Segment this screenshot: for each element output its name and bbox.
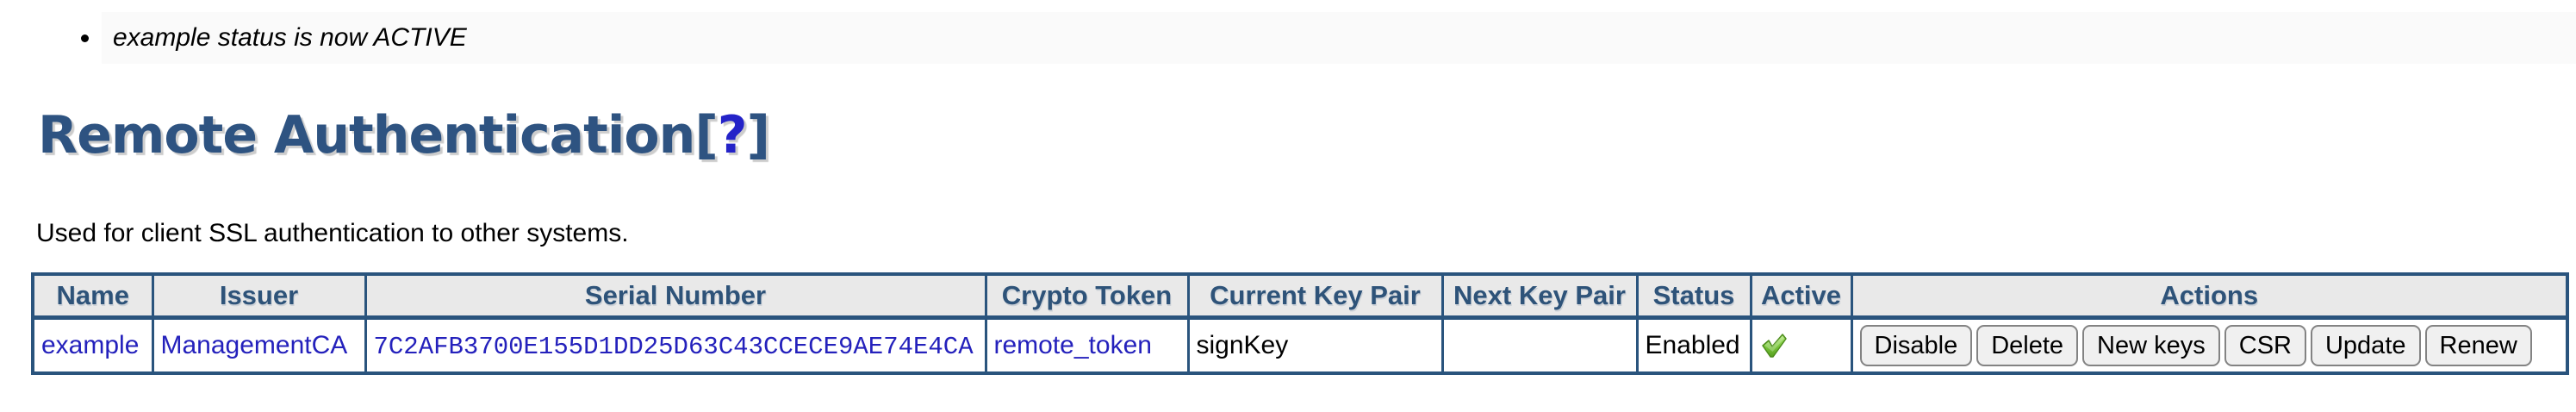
auth-key-bindings-table: Name Issuer Serial Number Crypto Token C… xyxy=(31,272,2569,375)
cell-name: example xyxy=(31,316,154,375)
col-header-actions: Actions xyxy=(1850,272,2569,320)
cell-status: Enabled xyxy=(1635,316,1752,375)
cell-serial-number: 7C2AFB3700E155D1DD25D63C43CCECE9AE74E4CA xyxy=(364,316,987,375)
col-header-serial-number: Serial Number xyxy=(364,272,987,320)
binding-name-link[interactable]: example xyxy=(41,331,140,359)
help-bracket-open: [ xyxy=(694,105,718,165)
col-header-next-key-pair: Next Key Pair xyxy=(1440,272,1639,320)
disable-button[interactable]: Disable xyxy=(1859,325,1973,366)
help-link[interactable]: ? xyxy=(717,105,748,165)
table-header-row: Name Issuer Serial Number Crypto Token C… xyxy=(31,272,2569,320)
renew-button[interactable]: Renew xyxy=(2424,325,2532,366)
cell-active xyxy=(1749,316,1853,375)
col-header-name: Name xyxy=(31,272,154,320)
status-message-list: example status is now ACTIVE xyxy=(0,12,2576,64)
col-header-status: Status xyxy=(1635,272,1752,320)
cell-current-key-pair: signKey xyxy=(1186,316,1444,375)
col-header-issuer: Issuer xyxy=(151,272,367,320)
page-title-text: Remote Authentication xyxy=(38,105,695,165)
col-header-current-key-pair: Current Key Pair xyxy=(1186,272,1444,320)
cell-next-key-pair xyxy=(1440,316,1639,375)
serial-number-link[interactable]: 7C2AFB3700E155D1DD25D63C43CCECE9AE74E4CA xyxy=(373,332,974,361)
update-button[interactable]: Update xyxy=(2310,325,2421,366)
delete-button[interactable]: Delete xyxy=(1976,325,2079,366)
cell-actions: Disable Delete New keys CSR Update Renew xyxy=(1850,316,2569,375)
help-bracket-close: ] xyxy=(746,105,770,165)
new-keys-button[interactable]: New keys xyxy=(2082,325,2220,366)
active-check-icon xyxy=(1759,332,1789,361)
cell-crypto-token: remote_token xyxy=(984,316,1190,375)
status-message-text: example status is now ACTIVE xyxy=(102,12,2576,64)
status-message-item: example status is now ACTIVE xyxy=(102,12,2576,64)
cell-issuer: ManagementCA xyxy=(151,316,367,375)
csr-button[interactable]: CSR xyxy=(2224,325,2306,366)
crypto-token-link[interactable]: remote_token xyxy=(993,331,1152,359)
issuer-link[interactable]: ManagementCA xyxy=(160,331,348,359)
col-header-crypto-token: Crypto Token xyxy=(984,272,1190,320)
page-subtitle: Used for client SSL authentication to ot… xyxy=(36,219,629,247)
table-row: example ManagementCA 7C2AFB3700E155D1DD2… xyxy=(31,316,2569,375)
col-header-active: Active xyxy=(1749,272,1853,320)
page-title: Remote Authentication[?] xyxy=(38,105,2576,165)
